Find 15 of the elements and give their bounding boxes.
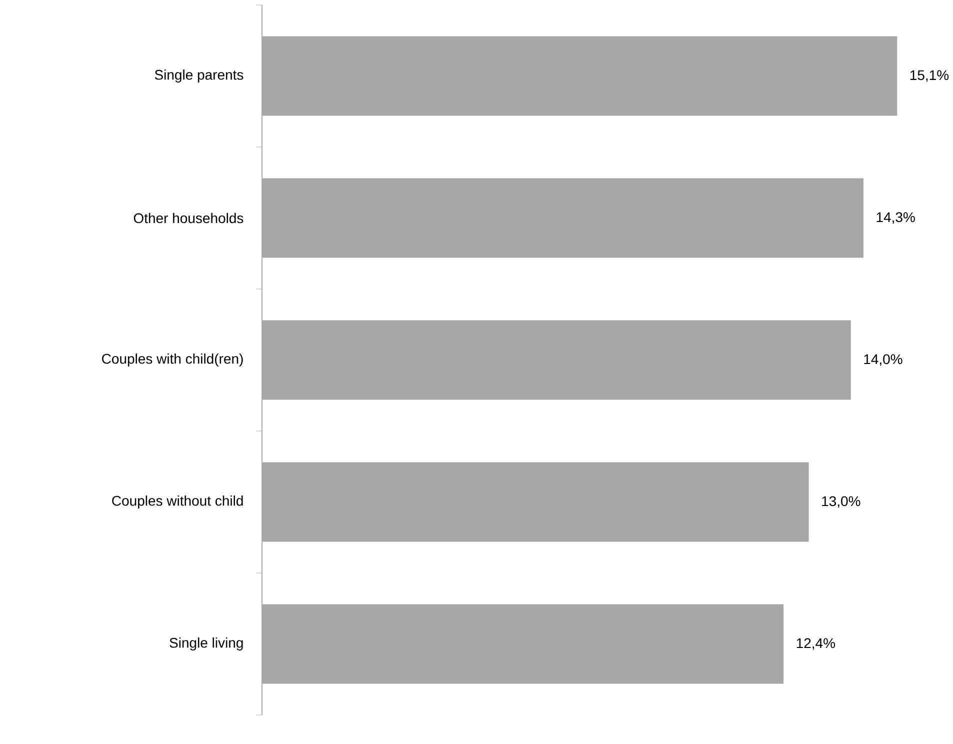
bar <box>262 462 809 542</box>
bar <box>262 178 864 258</box>
y-tick-label: Couples with child(ren) <box>102 353 243 367</box>
data-label: 14,0% <box>864 354 902 366</box>
bar <box>262 36 898 116</box>
bar <box>262 320 851 400</box>
data-label: 15,1% <box>910 70 949 82</box>
y-tick-label: Other households <box>134 212 244 224</box>
bar <box>262 604 784 684</box>
data-label: 13,0% <box>822 496 860 508</box>
y-tick-label: Single parents <box>154 69 244 83</box>
data-label: 14,3% <box>876 212 915 224</box>
y-tick-label: Single living <box>170 637 243 651</box>
data-label: 12,4% <box>796 638 835 650</box>
y-tick-label: Couples without child <box>112 495 243 509</box>
